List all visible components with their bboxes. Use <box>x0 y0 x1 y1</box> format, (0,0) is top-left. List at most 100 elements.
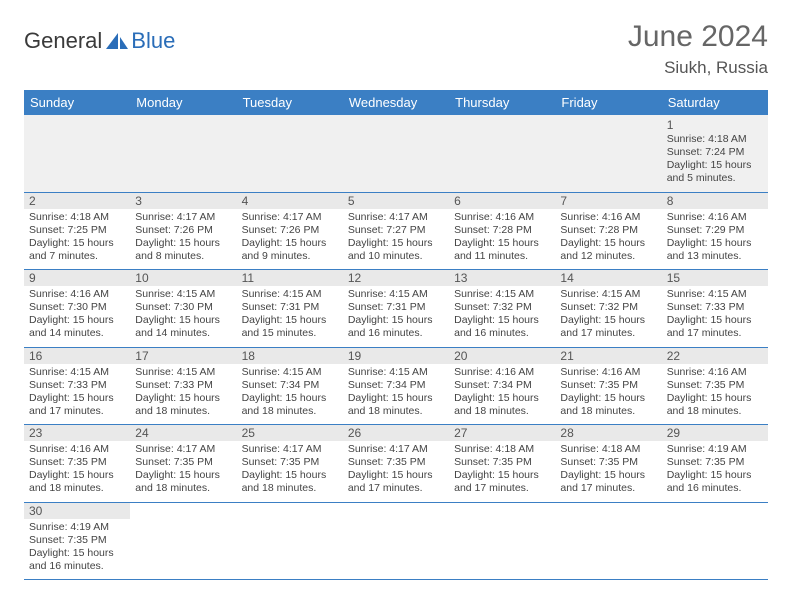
calendar-week-row: 2 Sunrise: 4:18 AMSunset: 7:25 PMDaylight… <box>24 192 768 270</box>
day-number: 14 <box>555 270 661 286</box>
day-info: Sunrise: 4:17 AMSunset: 7:35 PMDaylight:… <box>135 443 231 496</box>
logo: General Blue <box>24 28 175 54</box>
calendar-day-cell: 21 Sunrise: 4:16 AMSunset: 7:35 PMDayligh… <box>555 347 661 425</box>
calendar-day-cell: 30 Sunrise: 4:19 AMSunset: 7:35 PMDayligh… <box>24 502 130 580</box>
day-info: Sunrise: 4:17 AMSunset: 7:26 PMDaylight:… <box>135 211 231 264</box>
calendar-day-cell: 22Sunrise: 4:16 AMSunset: 7:35 PMDayligh… <box>662 347 768 425</box>
calendar-day-cell <box>555 502 661 580</box>
day-info: Sunrise: 4:19 AMSunset: 7:35 PMDaylight:… <box>667 443 763 496</box>
calendar-week-row: 16Sunrise: 4:15 AMSunset: 7:33 PMDayligh… <box>24 347 768 425</box>
calendar-day-cell: 19 Sunrise: 4:15 AMSunset: 7:34 PMDayligh… <box>343 347 449 425</box>
day-number: 20 <box>449 348 555 364</box>
day-info: Sunrise: 4:15 AMSunset: 7:32 PMDaylight:… <box>454 288 550 341</box>
calendar-day-cell <box>130 115 236 192</box>
calendar-day-cell: 6Sunrise: 4:16 AMSunset: 7:28 PMDaylight… <box>449 192 555 270</box>
calendar-week-row: 1Sunrise: 4:18 AMSunset: 7:24 PMDaylight… <box>24 115 768 192</box>
day-number: 4 <box>237 193 343 209</box>
calendar-day-cell: 14 Sunrise: 4:15 AMSunset: 7:32 PMDayligh… <box>555 270 661 348</box>
weekday-header: Saturday <box>662 90 768 115</box>
calendar-week-row: 30 Sunrise: 4:19 AMSunset: 7:35 PMDayligh… <box>24 502 768 580</box>
day-info: Sunrise: 4:15 AMSunset: 7:34 PMDaylight:… <box>242 366 338 419</box>
calendar-day-cell <box>449 502 555 580</box>
calendar-day-cell: 26 Sunrise: 4:17 AMSunset: 7:35 PMDayligh… <box>343 425 449 503</box>
calendar-day-cell <box>24 115 130 192</box>
weekday-header: Sunday <box>24 90 130 115</box>
calendar-table: Sunday Monday Tuesday Wednesday Thursday… <box>24 90 768 580</box>
day-number: 28 <box>555 425 661 441</box>
calendar-day-cell: 18 Sunrise: 4:15 AMSunset: 7:34 PMDayligh… <box>237 347 343 425</box>
day-number: 2 <box>24 193 130 209</box>
calendar-day-cell <box>237 115 343 192</box>
calendar-day-cell: 11Sunrise: 4:15 AMSunset: 7:31 PMDayligh… <box>237 270 343 348</box>
calendar-day-cell: 17 Sunrise: 4:15 AMSunset: 7:33 PMDayligh… <box>130 347 236 425</box>
weekday-header: Monday <box>130 90 236 115</box>
calendar-day-cell: 24 Sunrise: 4:17 AMSunset: 7:35 PMDayligh… <box>130 425 236 503</box>
day-info: Sunrise: 4:15 AMSunset: 7:31 PMDaylight:… <box>242 288 338 341</box>
day-number: 18 <box>237 348 343 364</box>
day-info: Sunrise: 4:16 AMSunset: 7:29 PMDaylight:… <box>667 211 763 264</box>
day-info: Sunrise: 4:18 AMSunset: 7:24 PMDaylight:… <box>667 133 763 186</box>
day-info: Sunrise: 4:16 AMSunset: 7:30 PMDaylight:… <box>29 288 125 341</box>
day-info: Sunrise: 4:18 AMSunset: 7:35 PMDaylight:… <box>454 443 550 496</box>
weekday-header: Wednesday <box>343 90 449 115</box>
day-number: 5 <box>343 193 449 209</box>
calendar-day-cell: 28 Sunrise: 4:18 AMSunset: 7:35 PMDayligh… <box>555 425 661 503</box>
calendar-week-row: 23 Sunrise: 4:16 AMSunset: 7:35 PMDayligh… <box>24 425 768 503</box>
calendar-day-cell: 4 Sunrise: 4:17 AMSunset: 7:26 PMDaylight… <box>237 192 343 270</box>
calendar-day-cell: 7Sunrise: 4:16 AMSunset: 7:28 PMDaylight… <box>555 192 661 270</box>
calendar-day-cell: 25Sunrise: 4:17 AMSunset: 7:35 PMDayligh… <box>237 425 343 503</box>
day-number: 21 <box>555 348 661 364</box>
day-number: 19 <box>343 348 449 364</box>
calendar-day-cell <box>343 502 449 580</box>
day-number: 23 <box>24 425 130 441</box>
day-info: Sunrise: 4:16 AMSunset: 7:35 PMDaylight:… <box>560 366 656 419</box>
calendar-day-cell: 8 Sunrise: 4:16 AMSunset: 7:29 PMDaylight… <box>662 192 768 270</box>
day-info: Sunrise: 4:15 AMSunset: 7:34 PMDaylight:… <box>348 366 444 419</box>
day-number: 27 <box>449 425 555 441</box>
calendar-day-cell: 1Sunrise: 4:18 AMSunset: 7:24 PMDaylight… <box>662 115 768 192</box>
calendar-day-cell: 9 Sunrise: 4:16 AMSunset: 7:30 PMDaylight… <box>24 270 130 348</box>
day-info: Sunrise: 4:15 AMSunset: 7:33 PMDaylight:… <box>667 288 763 341</box>
day-number: 3 <box>130 193 236 209</box>
day-number: 9 <box>24 270 130 286</box>
logo-text-1: General <box>24 28 102 54</box>
calendar-day-cell: 5 Sunrise: 4:17 AMSunset: 7:27 PMDaylight… <box>343 192 449 270</box>
day-number: 7 <box>555 193 661 209</box>
day-number: 8 <box>662 193 768 209</box>
day-number: 1 <box>667 118 763 132</box>
day-info: Sunrise: 4:18 AMSunset: 7:25 PMDaylight:… <box>29 211 125 264</box>
day-info: Sunrise: 4:16 AMSunset: 7:34 PMDaylight:… <box>454 366 550 419</box>
header: General Blue June 2024 Siukh, Russia <box>24 20 768 78</box>
weekday-header: Tuesday <box>237 90 343 115</box>
day-number: 22 <box>662 348 768 364</box>
day-info: Sunrise: 4:17 AMSunset: 7:26 PMDaylight:… <box>242 211 338 264</box>
day-number: 6 <box>449 193 555 209</box>
calendar-day-cell: 20 Sunrise: 4:16 AMSunset: 7:34 PMDayligh… <box>449 347 555 425</box>
day-number: 30 <box>24 503 130 519</box>
day-info: Sunrise: 4:16 AMSunset: 7:35 PMDaylight:… <box>29 443 125 496</box>
calendar-day-cell: 12Sunrise: 4:15 AMSunset: 7:31 PMDayligh… <box>343 270 449 348</box>
day-number: 25 <box>237 425 343 441</box>
calendar-day-cell: 2 Sunrise: 4:18 AMSunset: 7:25 PMDaylight… <box>24 192 130 270</box>
day-number: 12 <box>343 270 449 286</box>
calendar-day-cell <box>449 115 555 192</box>
day-number: 26 <box>343 425 449 441</box>
calendar-day-cell: 15Sunrise: 4:15 AMSunset: 7:33 PMDayligh… <box>662 270 768 348</box>
logo-text-2: Blue <box>131 28 175 54</box>
day-info: Sunrise: 4:17 AMSunset: 7:35 PMDaylight:… <box>348 443 444 496</box>
calendar-day-cell: 29 Sunrise: 4:19 AMSunset: 7:35 PMDayligh… <box>662 425 768 503</box>
day-info: Sunrise: 4:17 AMSunset: 7:27 PMDaylight:… <box>348 211 444 264</box>
calendar-day-cell: 23 Sunrise: 4:16 AMSunset: 7:35 PMDayligh… <box>24 425 130 503</box>
day-number: 17 <box>130 348 236 364</box>
page-title: June 2024 <box>628 20 768 54</box>
logo-sail-icon <box>104 31 130 51</box>
day-number: 29 <box>662 425 768 441</box>
day-info: Sunrise: 4:15 AMSunset: 7:33 PMDaylight:… <box>135 366 231 419</box>
day-number: 24 <box>130 425 236 441</box>
weekday-header-row: Sunday Monday Tuesday Wednesday Thursday… <box>24 90 768 115</box>
day-info: Sunrise: 4:19 AMSunset: 7:35 PMDaylight:… <box>29 521 125 574</box>
day-info: Sunrise: 4:18 AMSunset: 7:35 PMDaylight:… <box>560 443 656 496</box>
calendar-day-cell <box>343 115 449 192</box>
day-info: Sunrise: 4:15 AMSunset: 7:32 PMDaylight:… <box>560 288 656 341</box>
weekday-header: Friday <box>555 90 661 115</box>
